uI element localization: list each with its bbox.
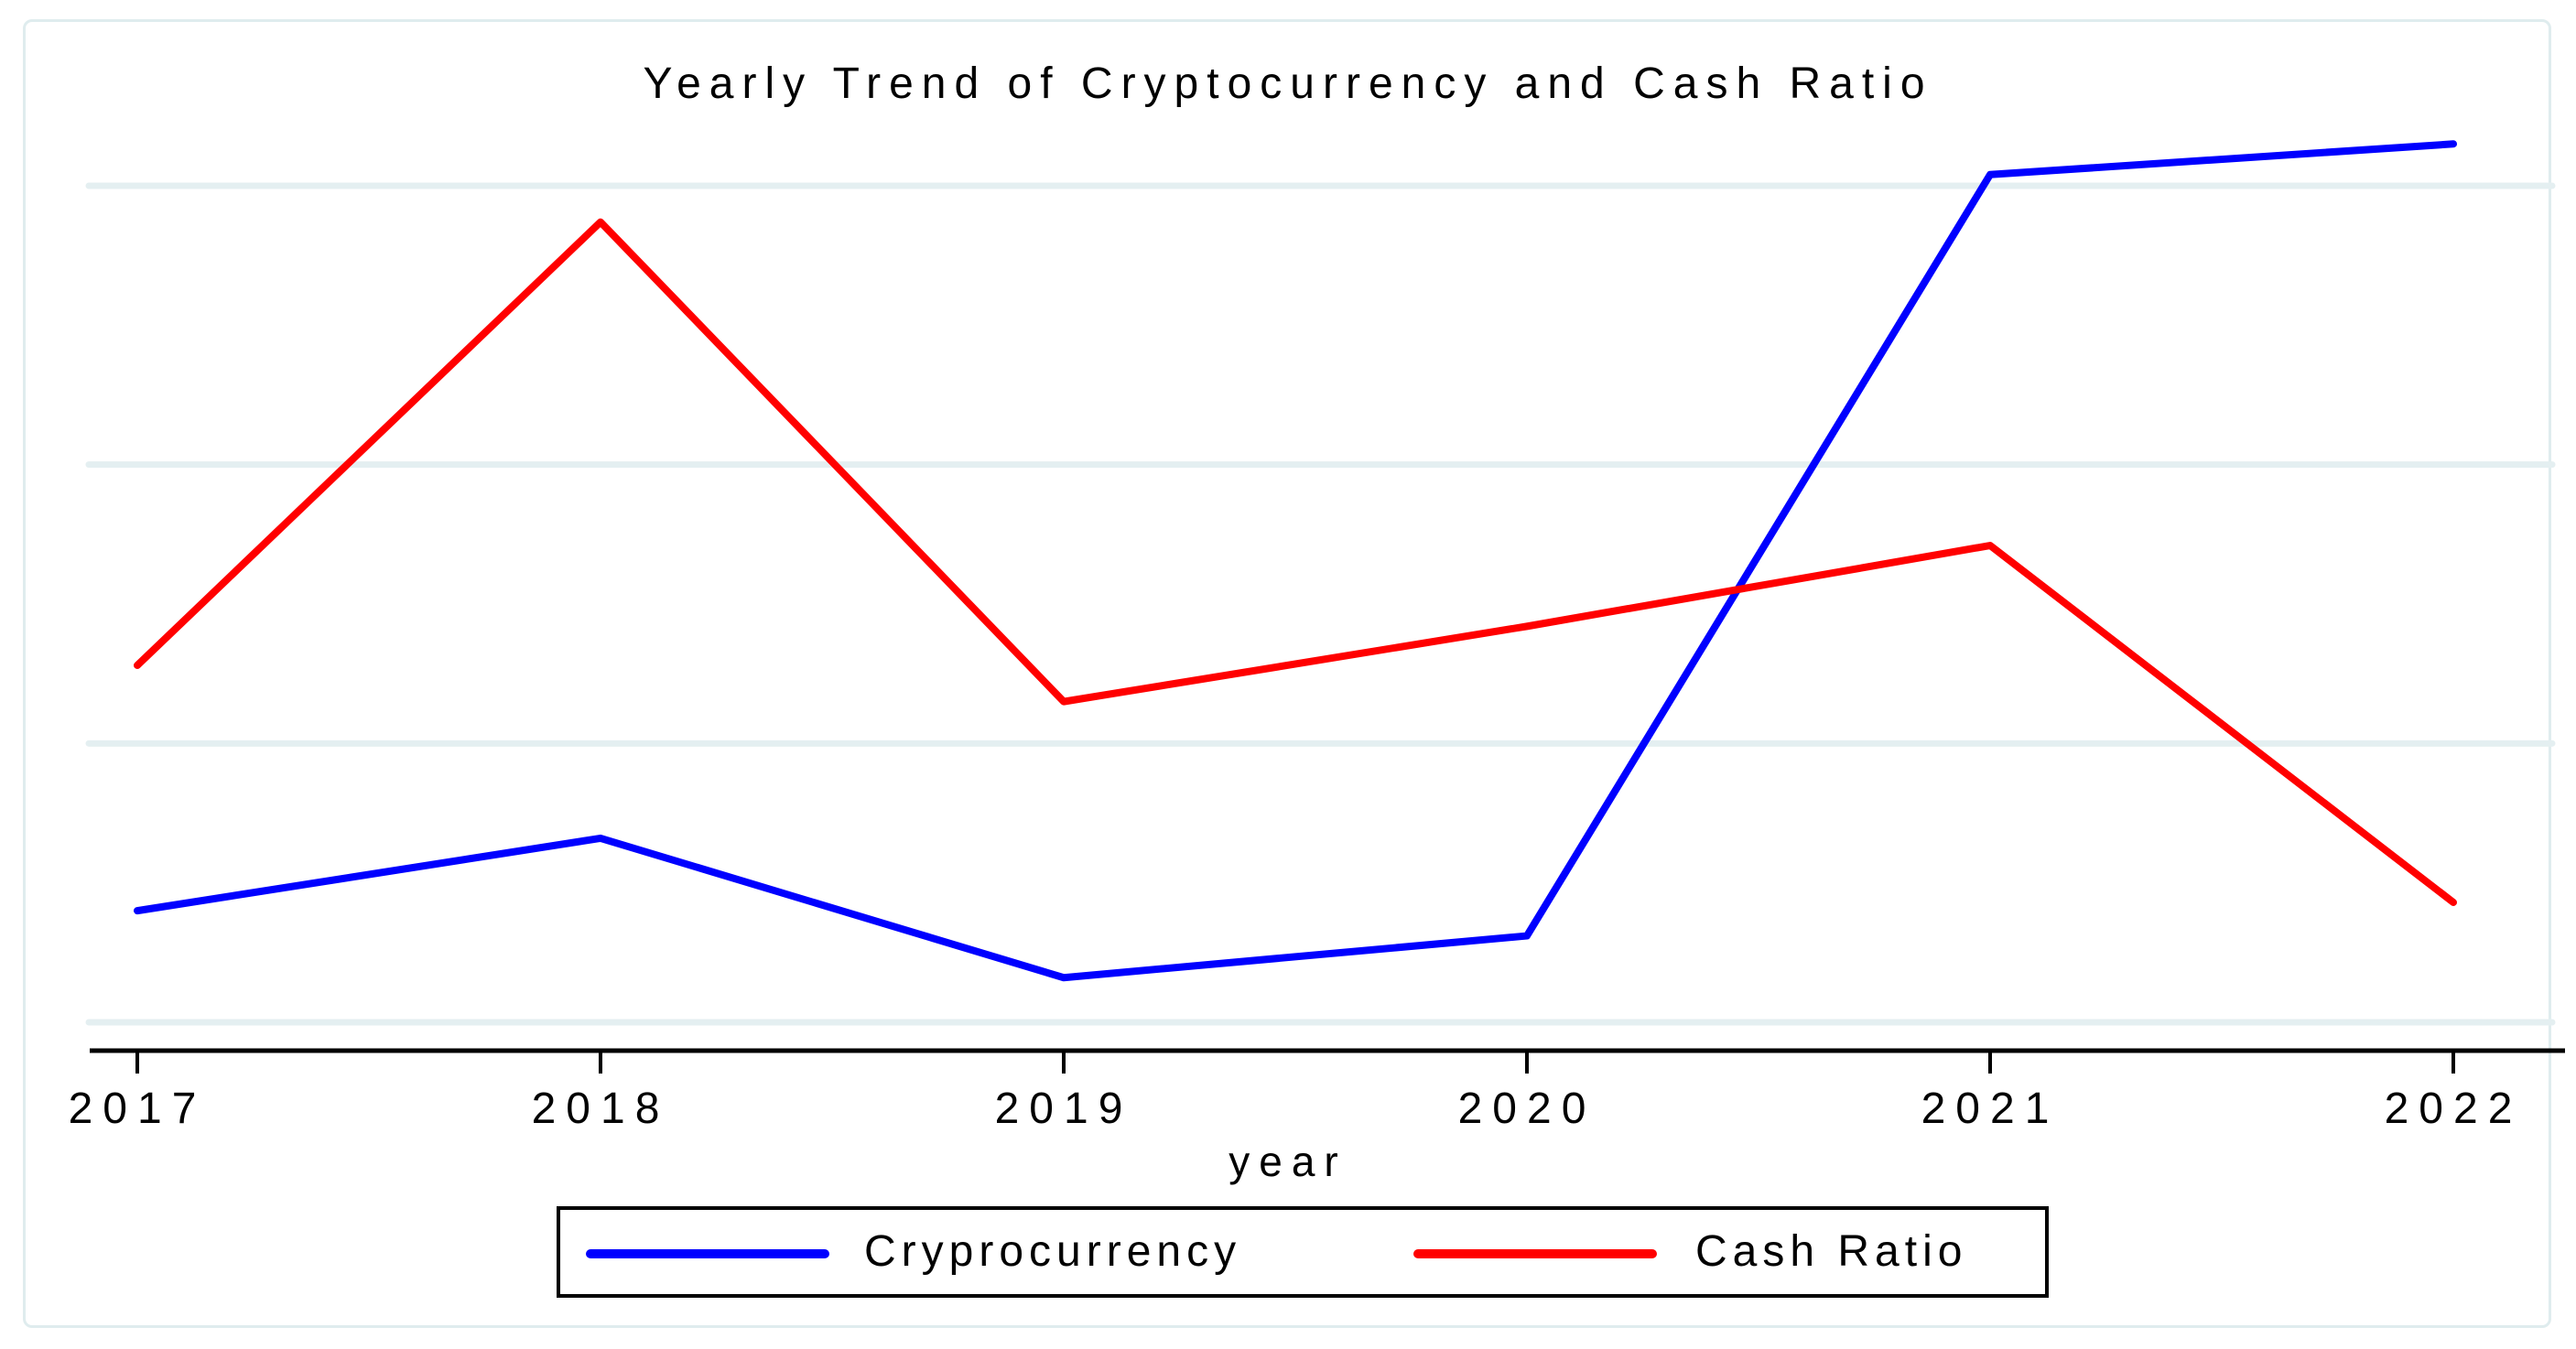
- x-tick-2020: 2020: [1457, 1085, 1596, 1133]
- y-gridlines: [85, 182, 2556, 1026]
- legend-line-cryprocurrency: [586, 1249, 829, 1258]
- x-tick-2018: 2018: [531, 1085, 670, 1133]
- chart-title: Yearly Trend of Cryptocurrency and Cash …: [643, 59, 1933, 108]
- legend-line-cash-ratio: [1413, 1249, 1657, 1258]
- x-axis: [90, 1048, 2565, 1074]
- x-tick-2019: 2019: [994, 1085, 1133, 1133]
- legend-label-cash-ratio: Cash Ratio: [1695, 1227, 1968, 1276]
- series-lines: [134, 140, 2457, 982]
- x-axis-label: year: [1228, 1138, 1348, 1185]
- series-line-cryprocurrency: [134, 140, 2457, 982]
- x-tick-2022: 2022: [2384, 1085, 2523, 1133]
- series-line-cash-ratio: [134, 218, 2457, 906]
- graph-region-border: [23, 19, 2551, 1328]
- legend-box: Cryprocurrency Cash Ratio: [557, 1206, 2049, 1298]
- x-tick-2021: 2021: [1921, 1085, 2060, 1133]
- x-tick-2017: 2017: [68, 1085, 207, 1133]
- legend-label-cryprocurrency: Cryprocurrency: [864, 1227, 1242, 1276]
